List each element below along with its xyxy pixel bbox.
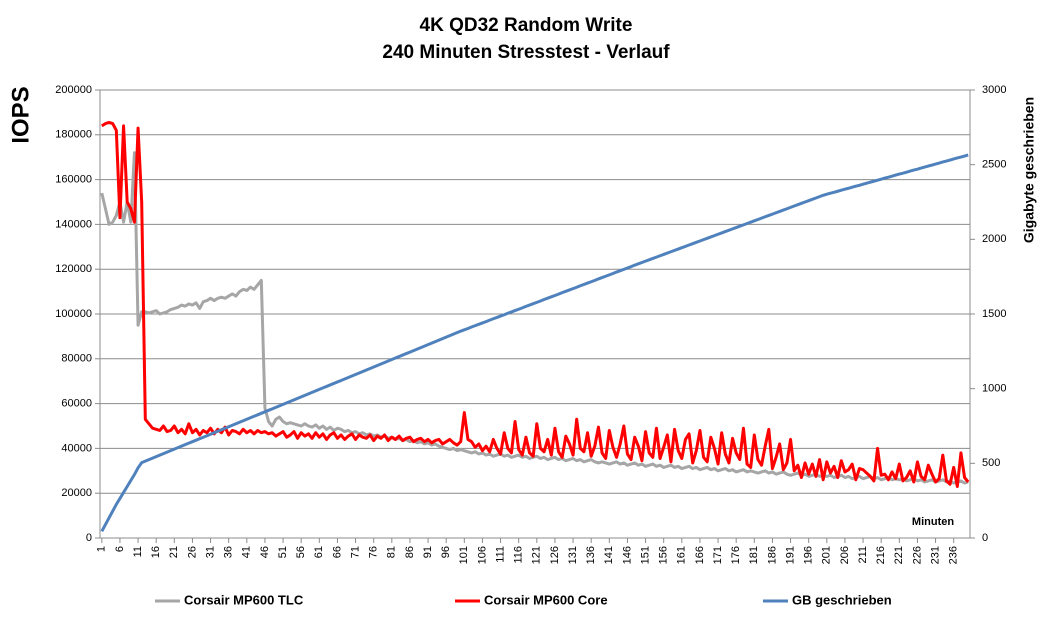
x-tick-label: 151 — [639, 546, 651, 564]
series-line — [101, 120, 970, 488]
x-tick-label: 116 — [513, 546, 525, 564]
x-tick-label: 21 — [168, 546, 180, 558]
x-tick-label: 31 — [204, 546, 216, 558]
x-tick-label: 51 — [277, 546, 289, 558]
x-tick-label: 161 — [676, 546, 688, 564]
x-tick-label: 221 — [893, 546, 905, 564]
x-tick-label: 66 — [331, 546, 343, 558]
x-tick-label: 206 — [839, 546, 851, 564]
y-tick-label: 100000 — [55, 308, 92, 320]
x-tick-label: 81 — [386, 546, 398, 558]
x-tick-label: 191 — [784, 546, 796, 564]
x-tick-label: 166 — [694, 546, 706, 564]
x-tick-label: 16 — [150, 546, 162, 558]
x-tick-label: 36 — [223, 546, 235, 558]
x-tick-label: 76 — [368, 546, 380, 558]
y2-tick-label: 2500 — [982, 159, 1006, 171]
x-tick-label: 101 — [458, 546, 470, 564]
x-tick-label: 11 — [132, 546, 144, 557]
y-axis-label: IOPS — [7, 86, 34, 143]
y2-tick-label: 1500 — [982, 308, 1006, 320]
x-tick-label: 156 — [658, 546, 670, 564]
x-tick-label: 196 — [803, 546, 815, 564]
x-tick-label: 131 — [567, 546, 579, 564]
x-tick-label: 121 — [531, 546, 543, 564]
x-tick-label: 26 — [186, 546, 198, 558]
y-tick-label: 60000 — [61, 398, 92, 410]
x-tick-label: 226 — [911, 546, 923, 564]
x-tick-label: 231 — [929, 546, 941, 564]
x-tick-label: 86 — [404, 546, 416, 558]
x-tick-label: 136 — [585, 546, 597, 564]
x-tick-label: 186 — [766, 546, 778, 564]
legend-label: Corsair MP600 TLC — [184, 592, 304, 607]
y-tick-label: 20000 — [61, 487, 92, 499]
y-tick-label: 40000 — [61, 442, 92, 454]
x-tick-label: 71 — [349, 546, 361, 558]
x-tick-label: 56 — [295, 546, 307, 558]
x-tick-label: 181 — [748, 546, 760, 564]
x-tick-label: 211 — [857, 546, 869, 564]
x-tick-label: 201 — [821, 546, 833, 564]
y-tick-label: 120000 — [55, 263, 92, 275]
x-tick-label: 176 — [730, 546, 742, 564]
y2-tick-label: 3000 — [982, 84, 1006, 96]
y2-tick-label: 0 — [982, 532, 988, 544]
y2-tick-label: 500 — [982, 457, 1000, 469]
x-tick-label: 1 — [96, 546, 108, 552]
x-tick-label: 46 — [259, 546, 271, 558]
legend-label: Corsair MP600 Core — [484, 592, 608, 607]
legend-label: GB geschrieben — [792, 592, 892, 607]
y-tick-label: 80000 — [61, 353, 92, 365]
x-tick-label: 106 — [476, 546, 488, 564]
x-tick-label: 96 — [440, 546, 452, 558]
x-tick-label: 216 — [875, 546, 887, 564]
y2-axis-label: Gigabyte geschrieben — [1021, 97, 1037, 243]
chart-subtitle: 240 Minuten Stresstest - Verlauf — [382, 42, 670, 63]
x-tick-label: 6 — [114, 546, 126, 552]
chart-title: 4K QD32 Random Write — [420, 15, 633, 36]
x-tick-label: 171 — [712, 546, 724, 564]
series-line — [100, 153, 969, 532]
y2-tick-label: 1000 — [982, 383, 1006, 395]
x-tick-label: 61 — [313, 546, 325, 558]
x-tick-label: 126 — [549, 546, 561, 564]
y-tick-label: 0 — [86, 532, 92, 544]
x-tick-label: 236 — [948, 546, 960, 564]
annotation: Minuten — [912, 516, 954, 528]
x-tick-label: 91 — [422, 546, 434, 558]
x-tick-label: 141 — [603, 546, 615, 564]
y-tick-label: 140000 — [55, 218, 92, 230]
y-tick-label: 180000 — [55, 129, 92, 141]
y-tick-label: 160000 — [55, 174, 92, 186]
x-tick-label: 111 — [494, 546, 506, 563]
y-tick-label: 200000 — [55, 84, 92, 96]
x-tick-label: 146 — [621, 546, 633, 564]
x-tick-label: 41 — [241, 546, 253, 558]
y2-tick-label: 2000 — [982, 233, 1006, 245]
